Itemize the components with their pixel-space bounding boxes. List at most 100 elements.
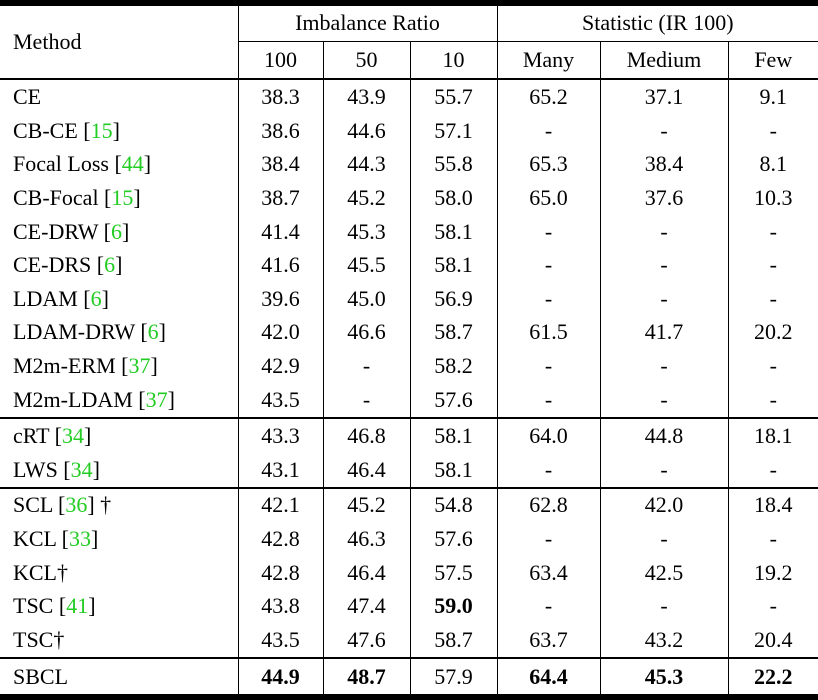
table-row: CB-CE [15] 38.6 44.6 57.1- - - bbox=[0, 113, 818, 148]
column-group-statistic-ir100: Statistic (IR 100) bbox=[496, 3, 818, 42]
value-cell: 61.5 bbox=[496, 315, 600, 350]
citation-ref: 6 bbox=[104, 252, 116, 278]
method-name: SCL [ bbox=[13, 492, 66, 518]
value-cell: - bbox=[322, 349, 410, 383]
value-cell: 18.4 bbox=[727, 486, 818, 523]
value-cell: 45.2 bbox=[322, 486, 410, 523]
method-name: ] bbox=[83, 422, 92, 448]
method-name: KCL [ bbox=[13, 526, 70, 552]
value-cell: - bbox=[599, 281, 728, 316]
value-cell: 59.0 bbox=[409, 589, 497, 624]
table-row: CE 38.3 43.9 55.7 65.2 37.1 9.1 bbox=[0, 79, 818, 114]
value-cell: 63.4 bbox=[496, 556, 600, 590]
method-name: ] bbox=[167, 386, 175, 412]
value-cell: 41.4 bbox=[237, 214, 323, 249]
table-row: cRT [34] 43.3 46.8 58.1 64.0 44.8 18.1 bbox=[0, 416, 818, 453]
value-cell: - bbox=[496, 281, 600, 316]
method-name: ] bbox=[112, 117, 120, 143]
column-group-imbalance-ratio: Imbalance Ratio bbox=[237, 3, 497, 42]
method-name: ] bbox=[158, 319, 166, 345]
value-cell: 57.5 bbox=[409, 556, 497, 590]
value-cell: 65.0 bbox=[496, 181, 600, 215]
value-cell: - bbox=[496, 522, 600, 557]
value-cell: 43.8 bbox=[237, 589, 323, 624]
citation-ref: 36 bbox=[65, 492, 88, 518]
value-cell: 38.7 bbox=[237, 181, 323, 215]
value-cell: 55.8 bbox=[409, 147, 497, 182]
method-name: ] bbox=[121, 218, 130, 244]
table-row: CB-Focal [15] 38.7 45.2 58.0 65.0 37.6 10.3 bbox=[0, 181, 818, 215]
value-cell: - bbox=[727, 214, 818, 249]
value-cell: 43.5 bbox=[237, 382, 323, 418]
method-cell: KCL† bbox=[0, 556, 238, 590]
value-cell: - bbox=[496, 113, 600, 148]
column-header-ir-100: 100 bbox=[237, 41, 323, 80]
value-cell: 43.2 bbox=[599, 623, 728, 659]
value-cell: - bbox=[496, 382, 600, 418]
method-name: CB-Focal [ bbox=[13, 184, 112, 210]
value-cell: 57.9 bbox=[409, 657, 497, 697]
citation-ref: 6 bbox=[90, 285, 102, 311]
value-cell: 18.1 bbox=[727, 416, 818, 453]
value-cell: - bbox=[727, 382, 818, 418]
value-cell: 58.1 bbox=[409, 416, 497, 453]
method-name: ] bbox=[115, 252, 123, 278]
value-cell: 64.4 bbox=[496, 657, 600, 697]
value-cell: 44.9 bbox=[237, 657, 323, 697]
value-cell: 46.4 bbox=[322, 452, 410, 488]
column-header-few: Few bbox=[727, 41, 818, 80]
value-cell: 42.8 bbox=[237, 522, 323, 557]
value-cell: 56.9 bbox=[409, 281, 497, 316]
method-cell: KCL [33] bbox=[0, 522, 238, 556]
table-row: KCL [33] 42.8 46.3 57.6- - - bbox=[0, 522, 818, 557]
method-cell: TSC† bbox=[0, 623, 238, 658]
table-row: M2m-ERM [37] 42.9-58.2- - - bbox=[0, 349, 818, 383]
column-header-method: Method bbox=[0, 3, 238, 80]
value-cell: - bbox=[599, 522, 728, 557]
column-header-ir-10: 10 bbox=[409, 41, 497, 80]
value-cell: 47.6 bbox=[322, 623, 410, 659]
value-cell: 42.1 bbox=[237, 486, 323, 523]
value-cell: 9.1 bbox=[727, 79, 818, 114]
citation-ref: 34 bbox=[70, 456, 93, 482]
citation-ref: 37 bbox=[145, 386, 168, 412]
method-name: SBCL bbox=[13, 663, 69, 689]
value-cell: - bbox=[496, 214, 600, 249]
value-cell: 45.3 bbox=[599, 657, 728, 697]
value-cell: 57.6 bbox=[409, 522, 497, 557]
citation-ref: 15 bbox=[111, 184, 134, 210]
value-cell: 19.2 bbox=[727, 556, 818, 590]
value-cell: - bbox=[599, 349, 728, 383]
value-cell: 38.4 bbox=[237, 147, 323, 182]
value-cell: - bbox=[496, 452, 600, 488]
table-row: CE-DRS [6] 41.6 45.5 58.1- - - bbox=[0, 248, 818, 282]
value-cell: 38.6 bbox=[237, 113, 323, 148]
table-row: KCL† 42.8 46.4 57.5 63.4 42.5 19.2 bbox=[0, 556, 818, 590]
value-cell: 43.1 bbox=[237, 452, 323, 488]
value-cell: 37.1 bbox=[599, 79, 728, 114]
value-cell: 42.0 bbox=[599, 486, 728, 523]
column-header-medium: Medium bbox=[599, 41, 728, 80]
table-body: CE 38.3 43.9 55.7 65.2 37.1 9.1 CB-CE [15] 38.6 4… bbox=[0, 79, 818, 697]
method-name: ] bbox=[143, 151, 152, 177]
value-cell: 58.1 bbox=[409, 248, 497, 282]
table-row: LWS [34] 43.1 46.4 58.1- - - bbox=[0, 452, 818, 488]
value-cell: 63.7 bbox=[496, 623, 600, 659]
value-cell: 45.2 bbox=[322, 181, 410, 215]
value-cell: 38.3 bbox=[237, 79, 323, 114]
value-cell: 42.0 bbox=[237, 315, 323, 350]
value-cell: 45.5 bbox=[322, 248, 410, 282]
value-cell: 54.8 bbox=[409, 486, 497, 523]
value-cell: 46.8 bbox=[322, 416, 410, 453]
value-cell: - bbox=[727, 452, 818, 488]
value-cell: - bbox=[599, 113, 728, 148]
method-cell: LDAM-DRW [6] bbox=[0, 316, 238, 350]
value-cell: 39.6 bbox=[237, 281, 323, 316]
citation-ref: 6 bbox=[147, 319, 159, 345]
value-cell: 55.7 bbox=[409, 79, 497, 114]
value-cell: 58.2 bbox=[409, 349, 497, 383]
value-cell: - bbox=[496, 248, 600, 282]
value-cell: 44.8 bbox=[599, 416, 728, 453]
citation-ref: 6 bbox=[110, 218, 122, 244]
